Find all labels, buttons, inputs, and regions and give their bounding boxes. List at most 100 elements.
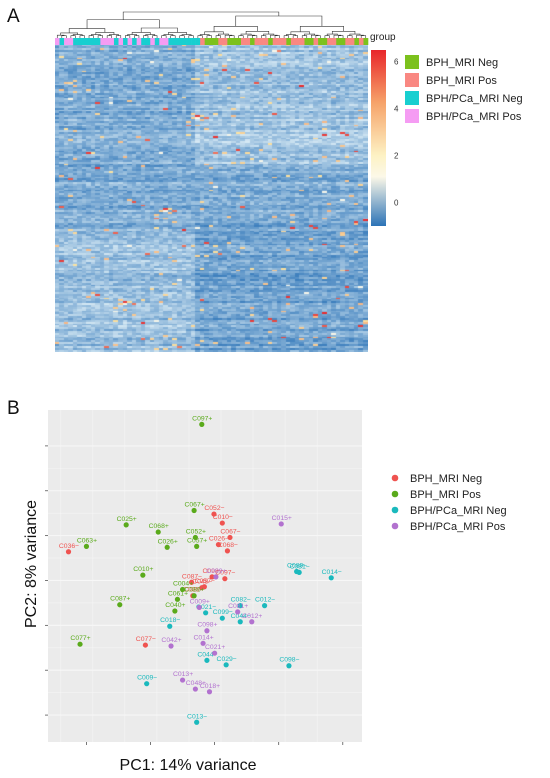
point-label: C052− bbox=[204, 505, 224, 512]
annotation-cell bbox=[200, 38, 205, 45]
annotation-cell bbox=[59, 38, 65, 45]
point-label: C013− bbox=[187, 713, 207, 720]
point-label: C052+ bbox=[186, 528, 206, 535]
point-label: C035− bbox=[183, 587, 203, 594]
annotation-cell bbox=[55, 38, 60, 45]
data-point bbox=[211, 511, 217, 517]
data-point bbox=[155, 529, 161, 535]
data-point bbox=[215, 541, 222, 548]
data-point bbox=[194, 543, 200, 549]
annotation-cell bbox=[118, 38, 124, 45]
data-point bbox=[223, 662, 229, 668]
point-label: C098− bbox=[279, 657, 299, 664]
data-point bbox=[196, 604, 202, 611]
legend-swatch bbox=[405, 91, 419, 105]
data-point bbox=[286, 663, 292, 669]
point-label: C009− bbox=[137, 675, 157, 682]
panel-a-letter: A bbox=[7, 6, 20, 27]
point-label: C009+ bbox=[190, 598, 210, 605]
point-label: C057− bbox=[195, 578, 215, 585]
point-label: C014− bbox=[322, 569, 342, 576]
data-point bbox=[261, 603, 268, 609]
annotation-cell bbox=[272, 38, 278, 45]
data-point bbox=[174, 596, 181, 602]
point-label: C057+ bbox=[187, 537, 207, 544]
data-point bbox=[123, 522, 129, 528]
annotation-cell bbox=[191, 38, 196, 45]
point-label: C081+ bbox=[228, 603, 248, 610]
point-label: C040+ bbox=[165, 602, 185, 609]
legend-swatch bbox=[405, 73, 419, 87]
data-point bbox=[204, 628, 210, 634]
annotation-cell bbox=[354, 38, 360, 45]
annotation-cell bbox=[240, 38, 246, 45]
annotation-cell bbox=[136, 38, 142, 45]
annotation-cell bbox=[141, 38, 147, 45]
data-point bbox=[200, 640, 206, 646]
data-point bbox=[227, 534, 233, 541]
data-point bbox=[199, 421, 205, 427]
data-point bbox=[206, 689, 213, 695]
data-point bbox=[224, 548, 231, 554]
data-point bbox=[142, 642, 149, 648]
data-point bbox=[249, 619, 255, 625]
annotation-cell bbox=[204, 38, 210, 45]
point-label: C012+ bbox=[242, 613, 262, 620]
annotation-cell bbox=[150, 38, 156, 45]
point-label: C013+ bbox=[173, 671, 193, 678]
annotation-cell bbox=[77, 38, 83, 45]
data-point bbox=[219, 520, 225, 526]
data-point bbox=[219, 615, 225, 621]
point-label: C097+ bbox=[192, 415, 212, 422]
data-point bbox=[203, 610, 209, 616]
point-label: C067− bbox=[220, 528, 240, 535]
data-point bbox=[237, 603, 243, 609]
heatmap-chart: group 6 4 2 0 BPH_MRI Neg BPH_MRI Pos BPH/PCa_M… bbox=[55, 11, 523, 352]
data-point bbox=[140, 572, 146, 578]
data-point bbox=[117, 602, 123, 608]
annotation-cell bbox=[213, 38, 219, 45]
point-label: C077+ bbox=[70, 635, 90, 642]
point-label: C021+ bbox=[205, 644, 225, 651]
annotation-cell bbox=[73, 38, 78, 45]
annotation-cell bbox=[168, 38, 174, 45]
annotation-cell bbox=[209, 38, 215, 45]
annotation-cell bbox=[345, 38, 351, 45]
data-point bbox=[164, 544, 170, 550]
data-point bbox=[168, 643, 174, 649]
data-point bbox=[188, 579, 195, 585]
point-label: C042+ bbox=[161, 637, 181, 644]
point-label: C012− bbox=[255, 597, 275, 604]
data-point bbox=[191, 593, 197, 599]
point-label: C087− bbox=[182, 573, 202, 580]
legend-label: BPH_MRI Neg bbox=[410, 473, 482, 485]
data-point bbox=[144, 681, 150, 687]
plot-background bbox=[48, 410, 362, 742]
colorbar-tick-label: 2 bbox=[394, 152, 399, 161]
data-point bbox=[237, 619, 243, 625]
data-point bbox=[204, 657, 210, 663]
point-label: C068+ bbox=[149, 523, 169, 530]
annotation-cell bbox=[227, 38, 233, 45]
annotation-cell bbox=[218, 38, 224, 45]
annotation-cell bbox=[132, 38, 137, 45]
data-point bbox=[278, 521, 284, 527]
point-label: C021− bbox=[196, 604, 216, 611]
annotation-cell bbox=[145, 38, 151, 45]
annotation-cell bbox=[286, 38, 292, 45]
annotation-cell bbox=[245, 38, 251, 45]
point-label: C044− bbox=[231, 613, 251, 620]
data-point bbox=[296, 569, 302, 576]
data-point bbox=[192, 686, 198, 692]
point-label: C014+ bbox=[193, 634, 213, 641]
data-point bbox=[199, 585, 205, 591]
x-axis-label: PC1: 14% variance bbox=[120, 757, 257, 774]
point-label: C010+ bbox=[133, 566, 153, 573]
annotation-cell bbox=[127, 38, 133, 45]
point-label: C026+ bbox=[158, 538, 178, 545]
legend-label: BPH_MRI Neg bbox=[426, 57, 498, 69]
data-point bbox=[191, 507, 197, 514]
annotation-cell bbox=[113, 38, 119, 45]
legend-dot bbox=[391, 490, 399, 498]
